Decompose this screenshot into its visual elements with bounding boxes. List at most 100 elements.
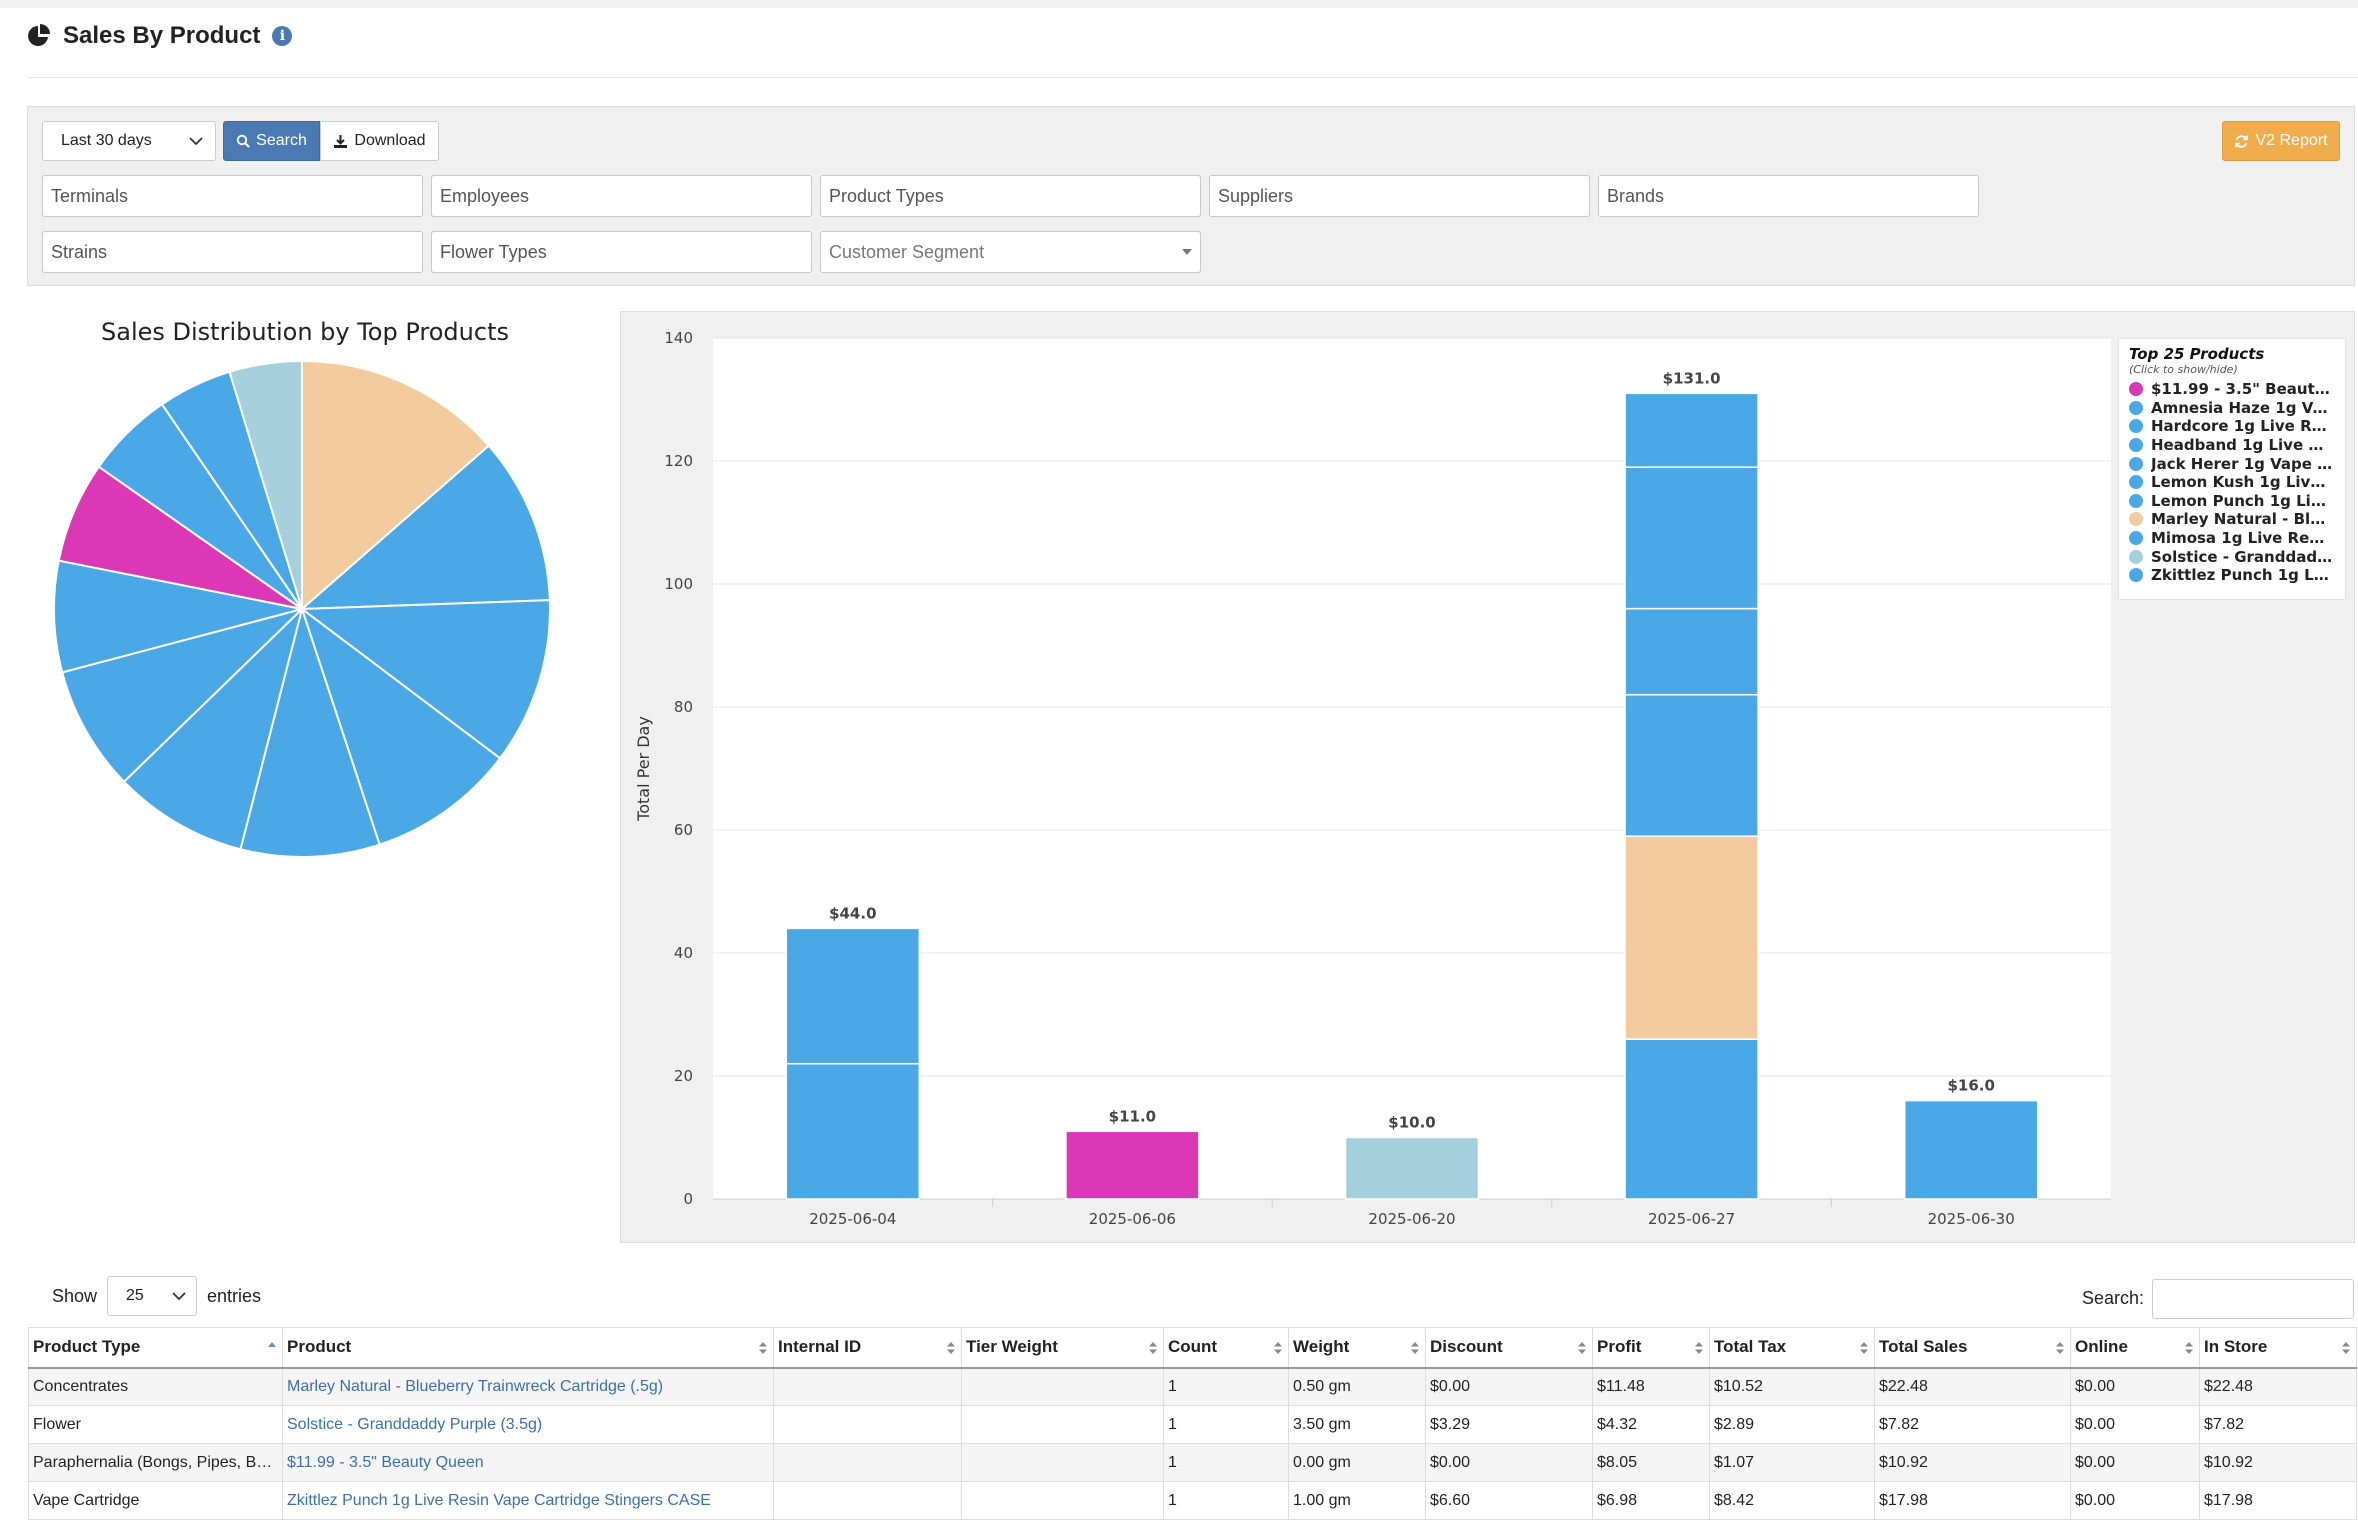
legend-item[interactable]: Lemon Punch 1g Live Resin Cartridge (2129, 492, 2335, 511)
bar-segment[interactable] (1624, 392, 1759, 468)
legend-item[interactable]: Headband 1g Live Resin Cartridge (2129, 436, 2335, 455)
legend-label: Marley Natural - Blueberry Trainwreck Ca… (2151, 510, 2333, 529)
legend-label: Headband 1g Live Resin Cartridge (2151, 436, 2333, 455)
legend-dot (2129, 400, 2143, 415)
bar-segment[interactable] (1624, 693, 1759, 837)
table-cell: $11.99 - 3.5" Beauty Queen (282, 1443, 774, 1482)
table-cell: $2.89 (1709, 1405, 1875, 1444)
bar-segment[interactable] (1065, 1130, 1200, 1200)
download-button[interactable]: Download (320, 121, 439, 161)
pie-slice[interactable] (300, 606, 502, 846)
search-button[interactable]: Search (223, 121, 320, 161)
chevron-down-icon (172, 1292, 186, 1301)
pie-slice[interactable] (239, 605, 381, 858)
pie-slice[interactable] (228, 359, 303, 610)
legend-item[interactable]: Lemon Kush 1g Live Resin Cartridge (2129, 473, 2335, 492)
brands-placeholder: Brands (1607, 185, 1665, 206)
column-header[interactable]: Product Type (28, 1327, 283, 1369)
bar-segment[interactable] (1344, 1136, 1480, 1200)
pie-slice[interactable] (299, 444, 551, 611)
column-header[interactable]: Online (2070, 1327, 2200, 1369)
pie-slice[interactable] (299, 599, 551, 760)
legend-item[interactable]: Hardcore 1g Live Resin Cartridge (2129, 417, 2335, 436)
pie-slice[interactable] (61, 607, 306, 784)
legend-dot (2129, 549, 2143, 564)
page-header: Sales By Product i (27, 20, 293, 52)
legend-item[interactable]: Amnesia Haze 1g Vape Cartridge (2129, 399, 2335, 418)
brands-field[interactable]: Brands (1598, 175, 1979, 217)
sales-table: Product Type Product Internal ID Tier Weigh… (28, 1327, 2357, 1520)
column-header[interactable]: Discount (1425, 1327, 1593, 1369)
terminals-field[interactable]: Terminals (42, 175, 423, 217)
refresh-icon (2235, 134, 2249, 148)
product-link[interactable]: Marley Natural - Blueberry Trainwreck Ca… (287, 1377, 664, 1395)
legend-item[interactable]: Jack Herer 1g Vape Cartridge (2129, 454, 2335, 473)
pie-chart-icon (28, 24, 50, 46)
column-header-label: Total Sales (1879, 1337, 1968, 1357)
column-header[interactable]: In Store (2199, 1327, 2357, 1369)
y-tick-label: 140 (664, 329, 693, 347)
legend-label: Amnesia Haze 1g Vape Cartridge (2151, 398, 2333, 417)
product-link[interactable]: Solstice - Granddaddy Purple (3.5g) (287, 1415, 543, 1433)
table-cell: Concentrates (28, 1367, 283, 1406)
bar-segment[interactable] (785, 1062, 921, 1200)
table-cell: $4.32 (1592, 1405, 1710, 1444)
chart-legend[interactable]: Top 25 Products (Click to show/hide) $11… (2118, 338, 2346, 600)
table-cell: 1 (1163, 1443, 1289, 1482)
sort-icon (1274, 1342, 1282, 1354)
table-cell: $6.60 (1425, 1481, 1593, 1520)
bar-segment[interactable] (1624, 835, 1759, 1040)
table-cell: Flower (28, 1405, 283, 1444)
bar-segment[interactable] (1624, 1038, 1759, 1200)
table-cell: $1.07 (1709, 1443, 1875, 1482)
employees-field[interactable]: Employees (431, 175, 812, 217)
customer-segment-select[interactable]: Customer Segment (820, 231, 1201, 273)
legend-item[interactable]: Zkittlez Punch 1g Live Resin Vape Cartri… (2129, 566, 2335, 585)
column-header[interactable]: Weight (1288, 1327, 1426, 1369)
table-cell: $6.98 (1592, 1481, 1710, 1520)
column-header[interactable]: Tier Weight (961, 1327, 1164, 1369)
table-search-input[interactable] (2152, 1279, 2354, 1319)
legend-item[interactable]: $11.99 - 3.5" Beauty Queen (2129, 380, 2335, 399)
strains-field[interactable]: Strains (42, 231, 423, 273)
bar-segment[interactable] (785, 927, 921, 1065)
pie-slice[interactable] (301, 359, 491, 612)
legend-label: Solstice - Granddaddy Purple (3.5g) (2151, 547, 2333, 566)
date-range-select[interactable]: Last 30 days (42, 121, 216, 161)
column-header-label: Product (287, 1337, 352, 1357)
entries-select[interactable]: 25 (107, 1276, 198, 1316)
column-header-label: Internal ID (778, 1337, 862, 1357)
v2-report-button[interactable]: V2 Report (2222, 121, 2340, 161)
column-header[interactable]: Total Sales (1874, 1327, 2071, 1369)
chevron-down-icon (189, 137, 203, 146)
table-cell: $22.48 (1874, 1367, 2071, 1406)
table-cell: $7.82 (2199, 1405, 2357, 1444)
column-header[interactable]: Product (282, 1327, 774, 1369)
table-cell: $7.82 (1874, 1405, 2071, 1444)
product-link[interactable]: $11.99 - 3.5" Beauty Queen (287, 1453, 484, 1471)
column-header[interactable]: Total Tax (1709, 1327, 1875, 1369)
table-cell (961, 1481, 1164, 1520)
y-tick-label: 100 (664, 575, 693, 593)
bar-segment[interactable] (1624, 607, 1759, 696)
legend-item[interactable]: Mimosa 1g Live Resin Cartridge (2129, 529, 2335, 548)
flower-types-field[interactable]: Flower Types (431, 231, 812, 273)
legend-label: Lemon Kush 1g Live Resin Cartridge (2151, 473, 2333, 492)
pie-slice[interactable] (53, 559, 303, 674)
bar-segment[interactable] (1903, 1099, 2039, 1200)
table-cell: Solstice - Granddaddy Purple (3.5g) (282, 1405, 774, 1444)
table-cell: Paraphernalia (Bongs, Pipes, Bu... (28, 1443, 283, 1482)
legend-item[interactable]: Solstice - Granddaddy Purple (3.5g) (2129, 547, 2335, 566)
suppliers-field[interactable]: Suppliers (1209, 175, 1590, 217)
pie-slice[interactable] (122, 605, 304, 851)
product-types-field[interactable]: Product Types (820, 175, 1201, 217)
legend-item[interactable]: Marley Natural - Blueberry Trainwreck Ca… (2129, 510, 2335, 529)
table-cell: $17.98 (1874, 1481, 2071, 1520)
product-link[interactable]: Zkittlez Punch 1g Live Resin Vape Cartri… (287, 1491, 711, 1509)
column-header[interactable]: Internal ID (773, 1327, 962, 1369)
bar-segment[interactable] (1624, 466, 1759, 610)
info-icon[interactable]: i (272, 26, 293, 46)
column-header[interactable]: Profit (1592, 1327, 1710, 1369)
column-header[interactable]: Count (1163, 1327, 1289, 1369)
x-tick-label: 2025-06-06 (1089, 1210, 1176, 1228)
